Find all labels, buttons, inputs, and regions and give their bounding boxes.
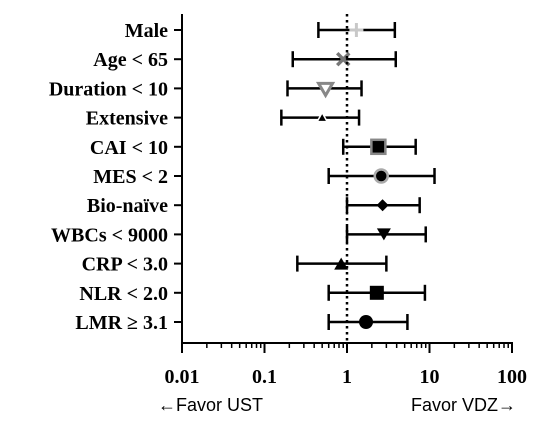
row-label: Bio-naïve bbox=[87, 195, 168, 217]
x-tick-label: 0.01 bbox=[165, 366, 200, 388]
estimate-marker bbox=[370, 138, 387, 156]
favor-vdz-label: Favor VDZ→ bbox=[411, 395, 517, 415]
estimate-marker bbox=[373, 168, 389, 184]
estimate-marker bbox=[334, 257, 349, 270]
row-label: NLR < 2.0 bbox=[79, 283, 168, 305]
rows-group: Male Age < 65 Duration < 10 Extensive CAI < … bbox=[49, 20, 436, 334]
row-label: Extensive bbox=[86, 108, 168, 130]
row-label: Duration < 10 bbox=[49, 78, 168, 100]
row-label: WBCs < 9000 bbox=[51, 224, 168, 246]
estimate-marker bbox=[315, 111, 329, 123]
x-tick-label: 1 bbox=[342, 366, 352, 388]
row-label: Male bbox=[125, 20, 168, 42]
x-tick-label: 10 bbox=[420, 366, 440, 388]
estimate-marker bbox=[376, 228, 391, 241]
row-label: CRP < 3.0 bbox=[82, 254, 168, 276]
estimate-marker bbox=[315, 81, 336, 99]
row-label: Age < 65 bbox=[93, 49, 168, 71]
favor-ust-label: ←Favor UST bbox=[158, 395, 264, 415]
x-axis: 0.01 0.1 1 10 100 bbox=[165, 14, 527, 388]
estimate-marker bbox=[376, 199, 389, 212]
row-label: LMR ≥ 3.1 bbox=[75, 312, 168, 334]
estimate-marker bbox=[359, 315, 374, 329]
row-label: MES < 2 bbox=[93, 166, 168, 188]
estimate-marker bbox=[369, 285, 384, 300]
x-tick-label: 100 bbox=[497, 366, 527, 388]
row-label: CAI < 10 bbox=[90, 137, 168, 159]
estimate-marker bbox=[335, 51, 351, 67]
x-tick-label: 0.1 bbox=[252, 366, 277, 388]
